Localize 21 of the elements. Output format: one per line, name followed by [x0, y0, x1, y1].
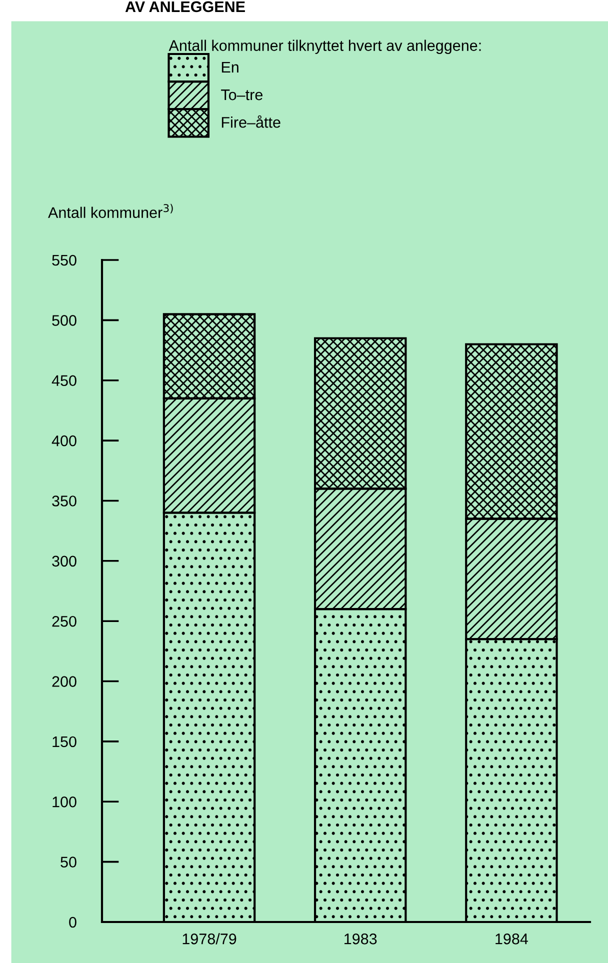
legend-label: Fire–åtte [222, 115, 280, 128]
y-tick-label: 250 [52, 616, 76, 627]
y-tick-label: 500 [52, 315, 76, 326]
chart-title: AV ANLEGGENE [125, 1, 245, 12]
y-tick-label: 400 [52, 435, 76, 446]
legend-title: Antall kommuner tilknyttet hvert av anleggene: [168, 40, 481, 54]
y-tick-label: 0 [69, 916, 76, 928]
y-tick-label: 50 [60, 856, 76, 868]
y-tick-label: 300 [52, 556, 76, 567]
y-axis-title: Antall kommuner$^{3)}$ [48, 204, 173, 218]
legend-label: En [222, 62, 238, 72]
y-tick-label: 150 [52, 736, 76, 748]
y-tick-label: 200 [52, 676, 76, 687]
x-tick-label: 1978/79 [182, 933, 236, 944]
x-tick-label: 1984 [496, 934, 528, 944]
y-tick-label: 450 [52, 375, 76, 386]
x-tick-label: 1983 [344, 934, 377, 944]
y-tick-label: 550 [52, 254, 76, 266]
legend-label: To–tre [221, 90, 262, 100]
y-tick-label: 100 [52, 796, 76, 808]
y-tick-label: 350 [52, 496, 76, 506]
